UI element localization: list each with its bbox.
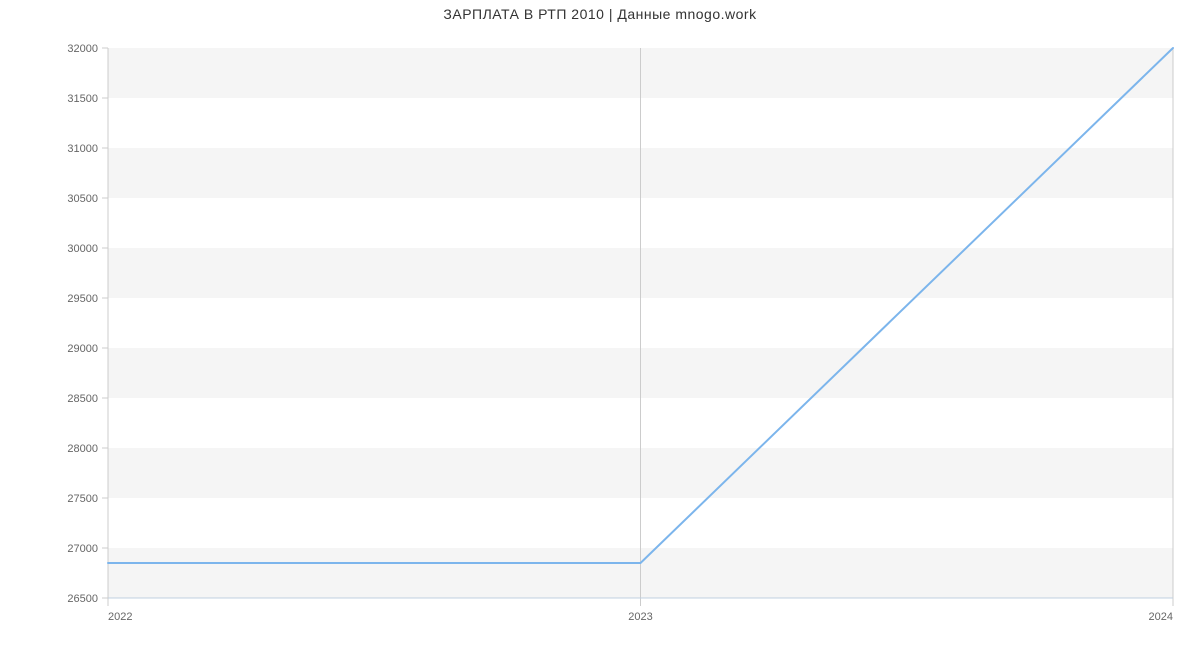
x-tick-label: 2023 xyxy=(628,611,652,623)
y-tick-label: 31500 xyxy=(67,93,98,105)
salary-line-chart: ЗАРПЛАТА В РТП 2010 | Данные mnogo.work … xyxy=(0,0,1200,650)
x-tick-label: 2022 xyxy=(108,611,132,623)
chart-title: ЗАРПЛАТА В РТП 2010 | Данные mnogo.work xyxy=(0,6,1200,22)
y-tick-label: 30000 xyxy=(67,243,98,255)
y-tick-label: 27000 xyxy=(67,543,98,555)
y-tick-label: 30500 xyxy=(67,193,98,205)
y-tick-label: 31000 xyxy=(67,143,98,155)
chart-svg: 26500 27000 27500 28000 28500 29000 29500 30000… xyxy=(0,0,1200,650)
y-tick-label: 28500 xyxy=(67,393,98,405)
y-tick-label: 28000 xyxy=(67,443,98,455)
y-tick-label: 29500 xyxy=(67,293,98,305)
x-tick-label: 2024 xyxy=(1149,611,1173,623)
y-tick-label: 29000 xyxy=(67,343,98,355)
y-tick-label: 27500 xyxy=(67,493,98,505)
y-tick-label: 26500 xyxy=(67,593,98,605)
y-tick-label: 32000 xyxy=(67,43,98,55)
